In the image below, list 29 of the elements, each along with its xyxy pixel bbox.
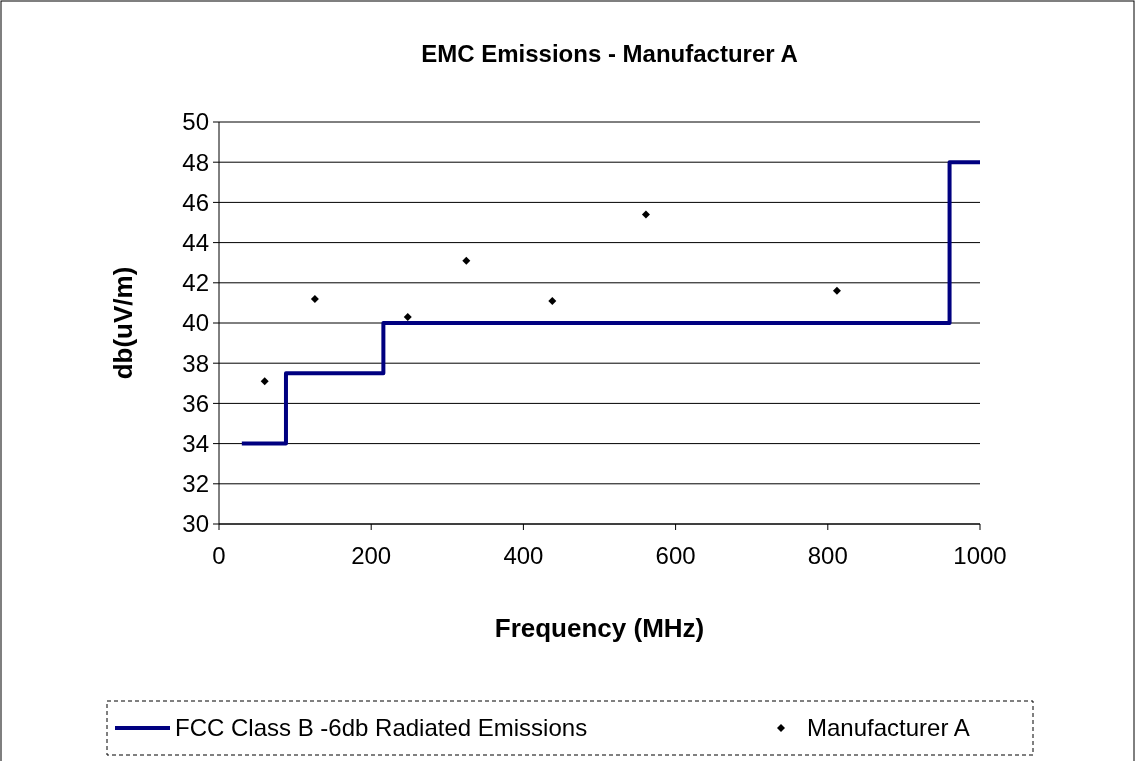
- point: [403, 312, 412, 321]
- legend-label: Manufacturer A: [807, 714, 970, 742]
- y-tick-label: 46: [182, 188, 209, 216]
- point: [310, 294, 319, 303]
- x-tick-label: 600: [655, 542, 696, 569]
- point: [260, 377, 269, 386]
- y-tick-label: 30: [182, 510, 209, 538]
- x-axis-title: Frequency (MHz): [494, 613, 705, 643]
- y-tick-label: 44: [182, 229, 209, 256]
- x-tick-label: 0: [212, 542, 226, 569]
- y-tick-label: 50: [182, 108, 209, 136]
- point: [548, 296, 557, 305]
- point: [832, 286, 841, 295]
- y-tick-label: 32: [182, 470, 209, 498]
- x-tick-label: 200: [351, 542, 392, 569]
- y-tick-label: 42: [182, 269, 209, 297]
- y-tick-label: 48: [182, 148, 209, 176]
- x-tick-label: 800: [807, 542, 848, 569]
- y-axis-title: db(uV/m): [108, 266, 138, 380]
- y-tick-label: 36: [182, 389, 209, 417]
- y-tick-label: 38: [182, 349, 209, 377]
- y-tick-label: 40: [182, 309, 209, 337]
- chart-title: EMC Emissions - Manufacturer A: [421, 40, 798, 67]
- legend-label: FCC Class B -6db Radiated Emissions: [175, 714, 588, 742]
- y-tick-label: 34: [182, 430, 209, 457]
- x-tick-label: 1000: [953, 542, 1007, 569]
- x-tick-label: 400: [503, 542, 544, 569]
- point: [462, 256, 471, 265]
- point: [641, 210, 650, 219]
